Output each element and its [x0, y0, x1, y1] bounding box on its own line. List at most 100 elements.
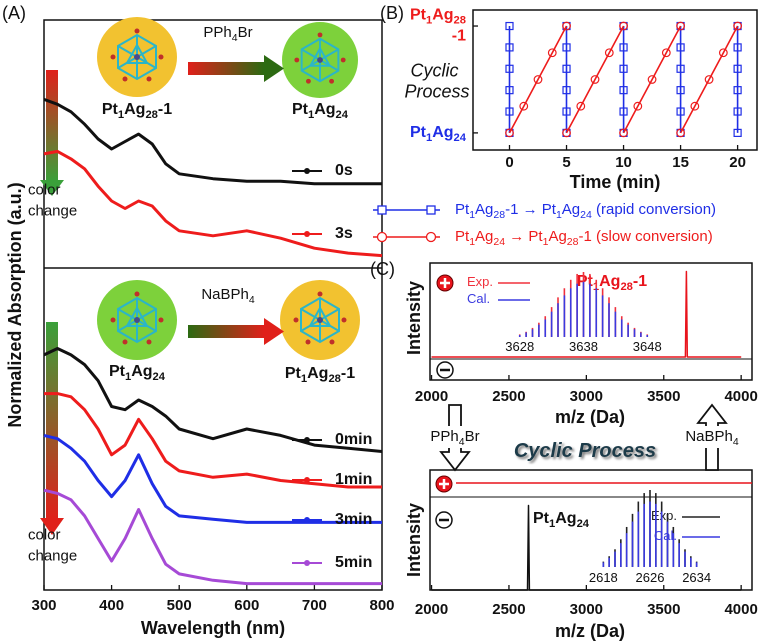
text-run: 28 — [145, 109, 157, 121]
data-point — [562, 21, 571, 31]
data-point — [562, 86, 571, 95]
legend-label: 0s — [335, 162, 353, 179]
data-line — [431, 270, 742, 358]
annotation: Cyclic Process — [404, 60, 469, 101]
reaction-arrow — [188, 62, 264, 75]
text-run: 4 — [249, 294, 255, 306]
text-run: Time (min) — [570, 172, 661, 192]
text-run: → Pt — [518, 201, 556, 218]
text-run: PPh — [203, 24, 231, 41]
y-axis-label: Normalized Absorption (a.u.) — [5, 182, 25, 427]
data-point — [505, 64, 514, 73]
text-run: Ag — [131, 363, 152, 380]
legend-label: Exp. — [651, 508, 677, 523]
text-run: Exp. — [467, 274, 493, 289]
data-line — [43, 97, 382, 186]
x-tick-label: 800 — [369, 597, 394, 614]
text-run: Pt — [455, 228, 470, 245]
text-run: (C) — [370, 259, 395, 279]
text-run: Normalized Absorption (a.u.) — [5, 182, 25, 427]
data-point — [590, 75, 600, 84]
x-tick-label: 2500 — [492, 601, 525, 618]
data-point — [733, 43, 742, 52]
annotation: Pt1Ag24 — [292, 101, 349, 121]
text-run: 1 — [118, 109, 124, 121]
text-run: 1 — [335, 471, 344, 488]
text-run: 24 — [493, 236, 505, 248]
data-point — [619, 43, 628, 52]
x-tick-label: 400 — [99, 597, 124, 614]
text-run: 3 — [335, 225, 344, 242]
legend-marker — [304, 168, 310, 174]
text-run: 20 — [729, 154, 746, 171]
color-change-arrow — [46, 322, 58, 520]
text-run: 4 — [733, 436, 739, 448]
text-run: 3000 — [570, 601, 603, 618]
data-point — [562, 107, 571, 116]
data-point — [505, 86, 514, 95]
data-point — [676, 128, 685, 138]
text-run: Intensity — [404, 281, 424, 355]
text-run: change — [28, 202, 77, 219]
x-tick-label: 700 — [302, 597, 327, 614]
legend-label: 3s — [335, 225, 353, 242]
x-axis-label: m/z (Da) — [555, 407, 625, 427]
text-run: Ag — [548, 228, 566, 245]
annotation: PPh4Br — [430, 428, 479, 448]
text-run: Ag — [475, 201, 493, 218]
text-run: 3500 — [647, 601, 680, 618]
text-run: Wavelength (nm) — [141, 618, 285, 638]
text-run: min — [344, 431, 372, 448]
text-run: 1 — [549, 518, 555, 530]
text-run: (A) — [2, 3, 26, 23]
x-axis-label: Wavelength (nm) — [141, 618, 285, 638]
x-tick-label: 500 — [167, 597, 192, 614]
text-run: 1 — [469, 236, 475, 248]
negative-mode-icon — [436, 361, 454, 379]
text-run: Ag — [314, 101, 335, 118]
annotation: PPh4Br — [203, 24, 252, 44]
reaction-arrow — [188, 325, 264, 338]
spectrum-top-frame — [429, 262, 753, 381]
text-run: Pt — [109, 363, 126, 380]
text-run: 2634 — [682, 570, 711, 585]
data-point — [676, 21, 685, 31]
text-run: 0 — [335, 162, 344, 179]
text-run: 1 — [125, 371, 131, 383]
y-axis-label: Intensity — [404, 281, 424, 355]
text-run: (B) — [380, 3, 404, 23]
legend-label: 5min — [335, 554, 372, 571]
data-point — [604, 48, 614, 58]
data-point — [733, 107, 742, 116]
text-run: 0 — [505, 154, 513, 171]
text-run: → Pt — [505, 228, 543, 245]
legend-label: 3min — [335, 511, 372, 528]
text-run: Cal. — [467, 291, 490, 306]
text-run: 2618 — [589, 570, 618, 585]
data-line — [43, 149, 383, 258]
legend-marker — [304, 517, 310, 523]
text-run: - — [505, 201, 510, 218]
text-run: s — [344, 225, 353, 242]
data-point — [619, 107, 628, 116]
annotation: Cyclic Process — [514, 440, 656, 462]
data-line — [43, 433, 382, 524]
negative-mode-icon — [435, 511, 453, 529]
text-run: (slow conversion) — [592, 228, 713, 245]
data-point — [576, 101, 586, 111]
data-line — [43, 488, 382, 586]
data-point — [547, 48, 557, 58]
legend-label: Pt1Ag28-1 → Pt1Ag24 (rapid conversion) — [455, 201, 716, 221]
text-run: Ag — [599, 273, 620, 290]
text-run: Cyclic Process — [514, 440, 656, 462]
x-tick-label: 2626 — [636, 570, 665, 585]
text-run: Pt — [577, 273, 594, 290]
data-point — [619, 21, 628, 31]
x-tick-label: 10 — [615, 154, 632, 171]
text-run: 28 — [567, 236, 579, 248]
positive-mode-icon — [436, 274, 454, 292]
data-point — [633, 101, 643, 111]
text-run: 3 — [335, 511, 344, 528]
text-run: - — [341, 365, 346, 382]
